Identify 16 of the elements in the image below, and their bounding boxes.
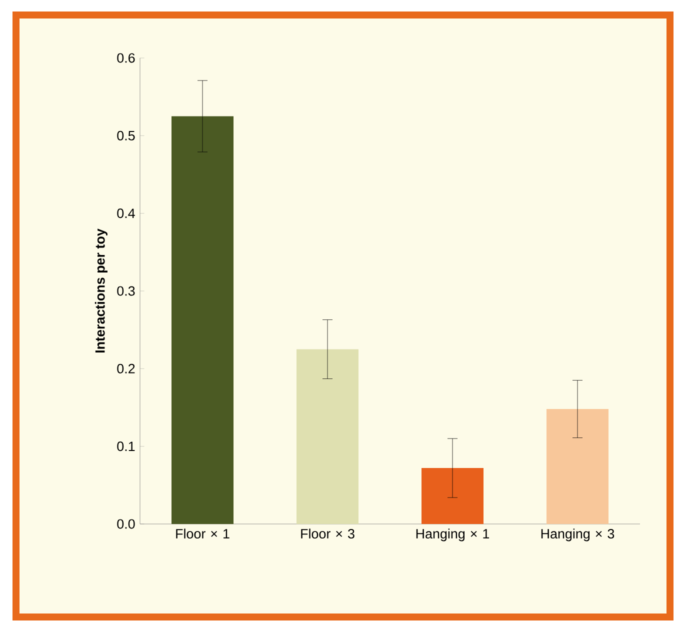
y-tick-label: 0.5 xyxy=(117,130,135,140)
y-tick-label: 0.2 xyxy=(117,364,135,374)
bar xyxy=(422,468,484,524)
x-tick-label: Floor × 1 xyxy=(176,528,230,539)
y-tick-label: 0.3 xyxy=(117,286,135,296)
bar xyxy=(546,409,609,524)
bar xyxy=(172,116,234,524)
bar xyxy=(296,349,359,524)
x-tick-label: Floor × 3 xyxy=(301,528,354,539)
x-tick-label: Hanging × 1 xyxy=(416,528,490,542)
y-tick-label: 0.1 xyxy=(117,442,135,452)
y-tick-label: 0.4 xyxy=(117,208,135,218)
x-tick-label: Hanging × 3 xyxy=(541,528,614,542)
y-axis-title: Interactions per toy xyxy=(94,228,108,352)
y-tick-label: 0.0 xyxy=(117,519,135,529)
y-tick-label: 0.6 xyxy=(117,53,135,63)
